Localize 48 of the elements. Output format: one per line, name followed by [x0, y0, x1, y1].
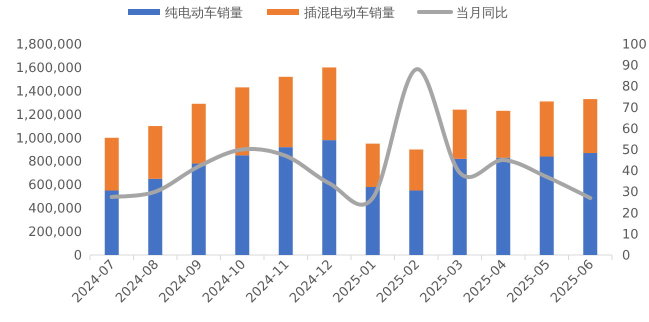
bar — [148, 178, 162, 255]
bar — [322, 140, 336, 255]
y-tick-label: 200,000 — [28, 225, 82, 240]
y2-tick-label: 30 — [622, 185, 639, 200]
legend-label: 插混电动车销量 — [304, 6, 395, 21]
y2-tick-label: 70 — [622, 100, 639, 116]
bar — [278, 76, 293, 148]
y-tick-label: 1,000,000 — [16, 131, 82, 146]
bar — [540, 101, 554, 157]
y2-tick-label: 50 — [622, 143, 639, 158]
y-tick-label: 800,000 — [28, 154, 82, 170]
bar — [583, 153, 598, 255]
bar — [496, 110, 510, 158]
y-tick-label: 600,000 — [28, 178, 82, 194]
y2-tick-label: 20 — [622, 206, 639, 222]
y-tick-label: 1,800,000 — [16, 38, 82, 52]
bar — [235, 87, 250, 156]
y-tick-label: 0 — [74, 248, 82, 264]
y-tick-label: 1,400,000 — [16, 84, 82, 100]
y2-tick-label: 40 — [622, 164, 639, 180]
y-tick-label: 1,200,000 — [16, 108, 82, 123]
y2-tick-label: 90 — [622, 58, 639, 74]
bar — [540, 156, 554, 255]
y2-tick-label: 10 — [622, 227, 639, 242]
legend-label: 纯电动车销量 — [165, 6, 243, 21]
bar — [148, 126, 162, 179]
bar — [496, 158, 510, 255]
bar — [278, 147, 293, 255]
bar — [452, 158, 467, 255]
bar — [192, 164, 206, 255]
y2-tick-label: 100 — [622, 38, 647, 52]
bar — [104, 190, 119, 255]
bar — [366, 144, 380, 188]
bar — [409, 190, 424, 255]
bar — [104, 138, 119, 191]
bar — [322, 67, 336, 140]
bar — [366, 187, 380, 255]
bar — [235, 155, 250, 255]
y-tick-label: 400,000 — [28, 202, 82, 217]
legend-label: 当月同比 — [456, 6, 508, 21]
bar — [583, 99, 598, 154]
y2-tick-label: 0 — [622, 248, 630, 264]
y2-tick-label: 60 — [622, 122, 639, 137]
y2-tick-label: 80 — [622, 80, 639, 95]
bar — [192, 104, 206, 164]
bar — [409, 150, 424, 191]
bar — [452, 110, 467, 159]
y-tick-label: 1,600,000 — [16, 60, 82, 76]
